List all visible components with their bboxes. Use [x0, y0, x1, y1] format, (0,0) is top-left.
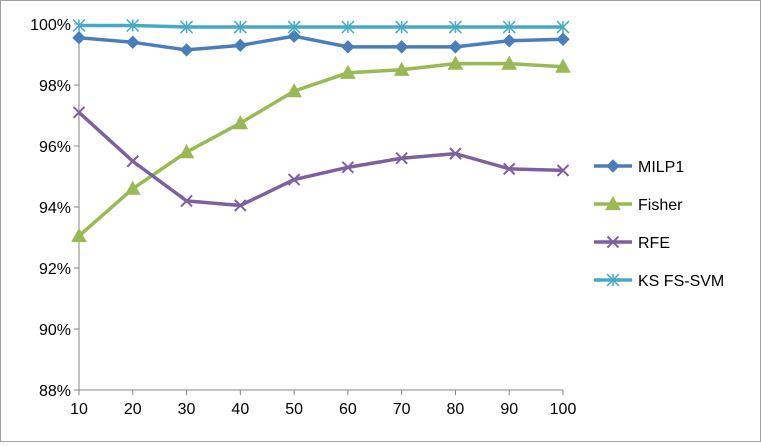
data-point-ks-fs-svm — [287, 20, 301, 34]
series-line-ks-fs-svm — [79, 23, 563, 29]
y-tick-label: 98% — [39, 78, 71, 95]
data-point-rfe — [449, 147, 462, 160]
y-tick-label: 92% — [39, 261, 71, 278]
x-tick-label: 10 — [70, 401, 88, 418]
data-point-rfe — [180, 194, 193, 208]
x-tick-label: 40 — [231, 401, 249, 418]
series-line-rfe — [77, 111, 564, 208]
data-point-milp1 — [126, 35, 140, 50]
data-point-ks-fs-svm — [502, 20, 516, 34]
data-point-fisher — [393, 61, 410, 76]
data-point-ks-fs-svm — [341, 20, 355, 34]
data-point-milp1 — [233, 38, 248, 53]
x-tick-label: 20 — [124, 401, 142, 418]
x-tick-label: 50 — [285, 401, 303, 418]
x-tick-label: 90 — [500, 401, 518, 418]
y-tick-label: 88% — [39, 383, 71, 400]
data-point-rfe — [126, 155, 139, 168]
legend-item-milp1: MILP1 — [594, 159, 684, 176]
y-tick-label: 94% — [39, 200, 71, 217]
data-point-fisher — [447, 55, 464, 70]
series-fisher — [71, 55, 571, 243]
series-layer — [71, 18, 571, 243]
legend-marker-ks-fs-svm — [606, 273, 620, 287]
y-tick-label: 100% — [30, 17, 71, 34]
legend-marker-rfe — [606, 235, 620, 249]
data-point-rfe — [556, 164, 570, 177]
series-line-milp1 — [78, 34, 564, 52]
legend-item-ks-fs-svm: KS FS-SVM — [594, 273, 724, 290]
data-point-fisher — [71, 227, 87, 243]
data-point-fisher — [286, 83, 302, 98]
data-point-fisher — [232, 115, 249, 130]
series-line-fisher — [77, 61, 564, 238]
x-tick-label: 70 — [393, 401, 411, 418]
data-point-milp1 — [341, 40, 355, 54]
data-point-rfe — [72, 106, 86, 119]
data-point-ks-fs-svm — [556, 20, 570, 34]
legend-label-rfe: RFE — [638, 235, 670, 252]
data-point-fisher — [124, 180, 141, 195]
data-point-fisher — [501, 55, 518, 70]
y-tick-label: 90% — [39, 322, 71, 339]
data-point-ks-fs-svm — [72, 18, 86, 33]
axes: 88% 90% 92% 94% 96% 98% 100% 10 20 30 40 50 60 70 80 90… — [30, 17, 576, 418]
data-point-ks-fs-svm — [448, 20, 462, 34]
data-point-milp1 — [502, 34, 516, 48]
data-point-milp1 — [72, 31, 86, 45]
legend: MILP1 Fisher RFE KS FS-SVM — [594, 159, 724, 290]
x-tick-label: 100 — [550, 401, 577, 418]
data-point-fisher — [555, 58, 571, 73]
data-point-milp1 — [287, 29, 301, 43]
data-point-milp1 — [556, 32, 570, 46]
data-point-milp1 — [394, 40, 409, 54]
data-point-milp1 — [448, 40, 463, 54]
data-point-ks-fs-svm — [180, 20, 194, 34]
legend-item-rfe: RFE — [594, 235, 670, 252]
data-point-fisher — [178, 144, 195, 159]
data-point-rfe — [234, 199, 247, 212]
data-point-rfe — [503, 162, 516, 176]
legend-item-fisher: Fisher — [594, 195, 683, 214]
data-point-ks-fs-svm — [126, 18, 140, 33]
data-point-rfe — [341, 161, 355, 174]
x-tick-label: 80 — [447, 401, 465, 418]
legend-marker-milp1 — [606, 159, 620, 173]
series-ks-fs-svm — [72, 18, 570, 34]
y-tick-label: 96% — [39, 139, 71, 156]
data-point-rfe — [287, 173, 301, 186]
legend-label-fisher: Fisher — [638, 197, 683, 214]
series-rfe — [72, 106, 570, 212]
series-milp1 — [72, 29, 570, 57]
data-point-ks-fs-svm — [233, 20, 247, 34]
legend-label-milp1: MILP1 — [638, 159, 684, 176]
x-tick-label: 30 — [178, 401, 196, 418]
data-point-rfe — [395, 151, 408, 165]
x-tick-label: 60 — [339, 401, 357, 418]
data-point-fisher — [340, 64, 356, 79]
legend-marker-fisher — [605, 195, 621, 211]
data-point-ks-fs-svm — [395, 20, 409, 34]
legend-label-ks-fs-svm: KS FS-SVM — [638, 273, 724, 290]
data-point-milp1 — [179, 43, 194, 57]
